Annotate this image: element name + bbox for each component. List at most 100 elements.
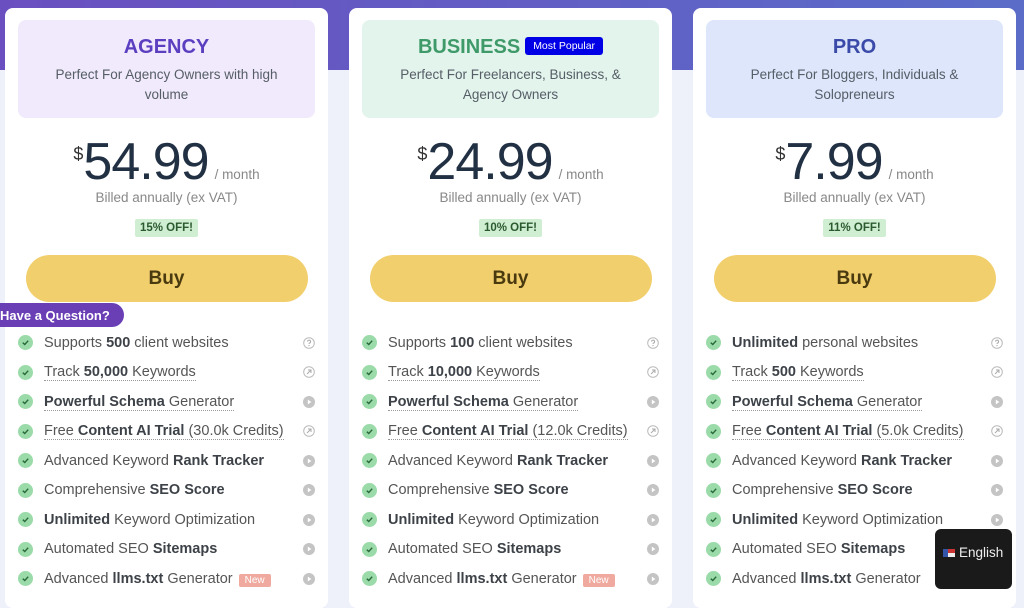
check-icon [706,335,721,351]
plan-description: Perfect For Bloggers, Individuals & Solo… [750,67,959,102]
external-link-icon[interactable] [303,366,315,379]
plan-name: PRO [832,36,877,58]
external-link-icon[interactable] [647,425,659,438]
feature-bold: Sitemaps [152,541,218,558]
feature-item: Supports 100 client websites [362,328,659,358]
feature-pre: Automated SEO [732,541,841,558]
discount-badge: 10% OFF! [478,219,543,237]
check-icon [18,453,33,469]
feature-item: Comprehensive SEO Score [18,476,315,506]
question-icon[interactable] [647,336,659,349]
price: $7.99 / month [693,136,1016,188]
buy-button[interactable]: Buy [369,255,652,302]
check-icon [18,394,33,410]
external-link-icon[interactable] [991,425,1003,438]
feature-text[interactable]: Free Content AI Trial (30.0k Credits) [44,423,284,441]
feature-text: Unlimited personal websites [732,335,918,351]
buy-button[interactable]: Buy [713,255,996,302]
price-period: / month [558,167,604,182]
play-video-icon[interactable] [991,454,1003,467]
feature-post: client websites [130,334,229,351]
feature-item: Free Content AI Trial (30.0k Credits) [18,417,315,447]
feature-bold: 50,000 [83,364,129,381]
billing-note: Billed annually (ex VAT) [95,190,238,205]
feature-text[interactable]: Track 500 Keywords [732,364,864,382]
buy-button[interactable]: Buy [25,255,308,302]
feature-text[interactable]: Track 10,000 Keywords [388,364,540,382]
feature-item: Automated SEO Sitemaps [362,535,659,565]
billing-note: Billed annually (ex VAT) [439,190,582,205]
feature-item: Advanced Keyword Rank Tracker [18,446,315,476]
play-video-icon[interactable] [647,543,659,556]
play-video-icon[interactable] [303,484,315,497]
question-icon[interactable] [303,336,315,349]
external-link-icon[interactable] [991,366,1003,379]
price-amount: 7.99 [785,133,883,191]
feature-item: Comprehensive SEO Score [706,476,1003,506]
feature-text[interactable]: Free Content AI Trial (5.0k Credits) [732,423,964,441]
check-icon [706,482,721,498]
feature-pre: Advanced Keyword [388,452,517,469]
feature-text: Comprehensive SEO Score [388,482,569,498]
feature-bold: 10,000 [427,364,473,381]
price-period: / month [888,167,934,182]
question-icon[interactable] [991,336,1003,349]
feature-bold: llms.txt [112,570,164,587]
check-icon [18,482,33,498]
feature-item: Unlimited Keyword Optimization [706,505,1003,535]
plan-description: Perfect For Freelancers, Business, & Age… [400,67,621,102]
feature-list: Supports 100 client websites Track 10,00… [349,328,672,594]
feature-text[interactable]: Powerful Schema Generator [388,393,579,411]
feature-item: Supports 500 client websites [18,328,315,358]
feature-item: Unlimited personal websites [706,328,1003,358]
feature-post: Keywords [128,364,196,381]
play-video-icon[interactable] [991,513,1003,526]
feature-text[interactable]: Free Content AI Trial (12.0k Credits) [388,423,628,441]
plan-header: PRO Perfect For Bloggers, Individuals & … [706,20,1003,118]
currency: $ [417,144,428,164]
play-video-icon[interactable] [303,513,315,526]
play-video-icon[interactable] [991,484,1003,497]
feature-item: Advanced Keyword Rank Tracker [706,446,1003,476]
feature-text: Supports 500 client websites [44,335,229,351]
feature-text[interactable]: Powerful Schema Generator [732,393,923,411]
external-link-icon[interactable] [303,425,315,438]
play-video-icon[interactable] [303,543,315,556]
check-icon [18,335,33,351]
feature-pre: Supports [388,334,451,351]
feature-text[interactable]: Powerful Schema Generator [44,393,235,411]
price: $54.99 / month [5,136,328,188]
feature-text: Automated SEO Sitemaps [732,541,905,557]
language-label: English [959,545,1004,560]
play-video-icon[interactable] [647,454,659,467]
external-link-icon[interactable] [647,366,659,379]
play-video-icon[interactable] [991,395,1003,408]
check-icon [706,541,721,557]
check-icon [18,541,33,557]
check-icon [362,482,377,498]
check-icon [706,512,721,528]
feature-post: Generator [851,570,921,587]
check-icon [362,541,377,557]
feature-text: Advanced Keyword Rank Tracker [44,453,264,469]
feature-item: Advanced llms.txt Generator New [362,564,659,594]
play-video-icon[interactable] [647,513,659,526]
check-icon [706,364,721,380]
discount-badge: 11% OFF! [823,219,886,237]
play-video-icon[interactable] [303,395,315,408]
play-video-icon[interactable] [647,395,659,408]
feature-text[interactable]: Track 50,000 Keywords [44,364,196,382]
feature-bold: 500 [106,334,131,351]
price-amount: 54.99 [83,133,209,191]
feature-pre: Advanced Keyword [44,452,173,469]
feature-pre: Automated SEO [388,541,497,558]
language-switcher[interactable]: English [935,529,1012,589]
play-video-icon[interactable] [647,484,659,497]
play-video-icon[interactable] [303,454,315,467]
have-question-button[interactable]: Have a Question? [0,303,124,327]
check-icon [706,394,721,410]
feature-item: Unlimited Keyword Optimization [18,505,315,535]
check-icon [362,423,377,439]
feature-item: Free Content AI Trial (5.0k Credits) [706,417,1003,447]
plan-card-pro: PRO Perfect For Bloggers, Individuals & … [693,8,1016,608]
